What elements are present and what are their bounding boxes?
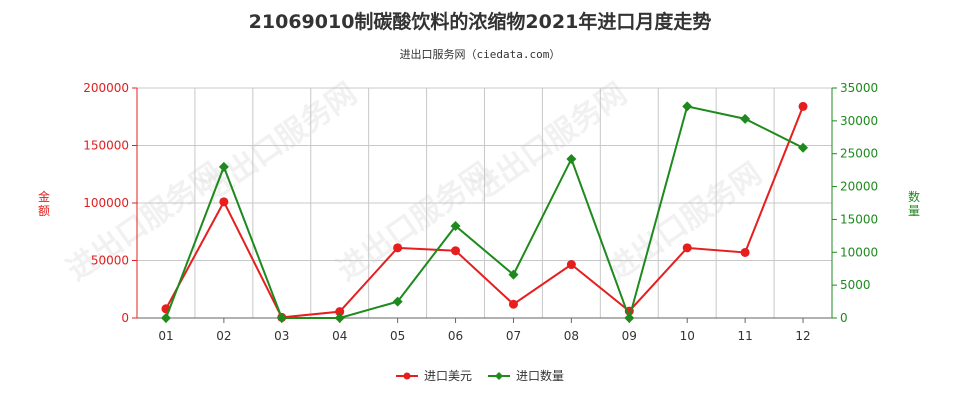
y-right-axis-title-char: 数 (908, 189, 920, 204)
y-left-tick-label: 150000 (83, 139, 129, 153)
series-line-2 (165, 105, 804, 322)
x-tick-label: 10 (680, 329, 695, 343)
series-point-diamond (392, 296, 403, 307)
series-line-1 (165, 106, 804, 319)
watermark-text: 进出口服务网 (466, 76, 634, 208)
series-point-diamond (160, 313, 171, 323)
y-right-axis-title: 数量 (908, 189, 920, 218)
y-right-tick-label: 0 (840, 311, 848, 325)
x-tick-label: 02 (216, 329, 231, 343)
series-point-diamond (624, 313, 635, 323)
series-point-diamond (566, 153, 577, 164)
series-point-diamond (218, 161, 229, 172)
series-point-circle (219, 197, 229, 207)
series-point-diamond (798, 142, 809, 153)
y-left-tick-label: 100000 (83, 196, 129, 210)
legend-label: 进口数量 (516, 368, 564, 383)
y-right-tick-label: 20000 (840, 180, 878, 194)
series-point-circle (451, 246, 461, 256)
x-tick-label: 05 (390, 329, 405, 343)
y-right-tick-label: 5000 (840, 278, 871, 292)
x-tick-label: 04 (332, 329, 347, 343)
chart-title: 21069010制碳酸饮料的浓缩物2021年进口月度走势 (249, 10, 712, 33)
series-point-diamond (682, 101, 693, 112)
series-point-diamond (276, 313, 287, 323)
legend-label: 进口美元 (424, 369, 472, 383)
watermark-text: 进出口服务网 (196, 76, 364, 208)
y-right-tick-label: 35000 (840, 81, 878, 95)
chart-subtitle: 进出口服务网（ciedata.com） (400, 47, 561, 61)
watermark-text: 进出口服务网 (601, 156, 769, 288)
x-tick-label: 07 (506, 329, 521, 343)
axes: 0 50000 100000 150000 200000 0 5000 10000 15000 2… (38, 81, 920, 343)
x-tick-label: 06 (448, 329, 463, 343)
x-tick-label: 09 (622, 329, 637, 343)
y-right-axis-title-char: 量 (908, 204, 920, 218)
series-point-circle (508, 299, 518, 309)
grid (136, 87, 833, 319)
series-point-circle (682, 243, 692, 253)
y-left-axis-title: 金额 (38, 189, 50, 218)
y-right-tick-label: 10000 (840, 245, 878, 259)
x-tick-label: 11 (737, 329, 752, 343)
series-point-circle (393, 243, 403, 253)
x-tick-label: 08 (564, 329, 579, 343)
y-right-tick-label: 15000 (840, 212, 878, 226)
x-tick-label: 03 (274, 329, 289, 343)
legend-swatch-marker (495, 372, 503, 380)
series-point-circle (335, 307, 345, 317)
x-tick-label: 01 (158, 329, 173, 343)
legend-swatch-marker (403, 372, 411, 380)
y-left-tick-label: 50000 (91, 254, 129, 268)
series-point-diamond (334, 313, 345, 323)
y-right-tick-label: 30000 (840, 114, 878, 128)
y-left-tick-label: 0 (121, 311, 129, 325)
y-left-tick-label: 200000 (83, 81, 129, 95)
series-point-circle (740, 247, 750, 257)
series-point-circle (566, 260, 576, 270)
y-left-axis-title-char: 金 (38, 189, 50, 204)
series-layer (160, 101, 809, 323)
series-point-diamond (508, 269, 519, 280)
y-right-tick-label: 25000 (840, 147, 878, 161)
legend: 进口美元 进口数量 (396, 368, 564, 383)
series-point-diamond (740, 113, 751, 124)
x-tick-label: 12 (795, 329, 810, 343)
y-left-axis-title-char: 额 (38, 204, 50, 218)
series-point-diamond (450, 221, 461, 231)
series-point-circle (798, 101, 808, 111)
